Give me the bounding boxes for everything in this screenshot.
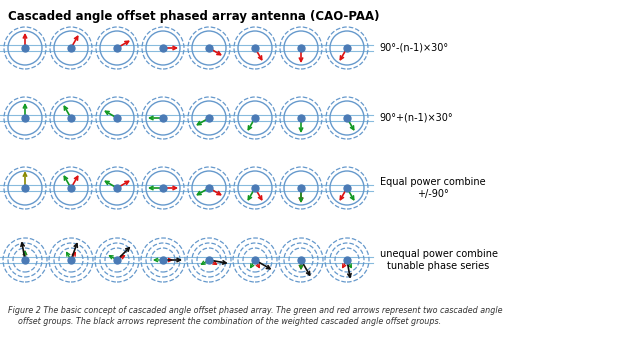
Text: Figure 2 The basic concept of cascaded angle offset phased array. The green and : Figure 2 The basic concept of cascaded a… [8, 306, 502, 315]
Text: unequal power combine
tunable phase series: unequal power combine tunable phase seri… [380, 249, 498, 271]
Text: 90°-(n-1)×30°: 90°-(n-1)×30° [380, 43, 449, 53]
Text: 90°+(n-1)×30°: 90°+(n-1)×30° [380, 113, 453, 123]
Text: Equal power combine
+/-90°: Equal power combine +/-90° [380, 177, 485, 199]
Text: Cascaded angle offset phased array antenna (CAO-PAA): Cascaded angle offset phased array anten… [8, 10, 380, 23]
Text: offset groups. The black arrows represent the combination of the weighted cascad: offset groups. The black arrows represen… [8, 317, 441, 326]
